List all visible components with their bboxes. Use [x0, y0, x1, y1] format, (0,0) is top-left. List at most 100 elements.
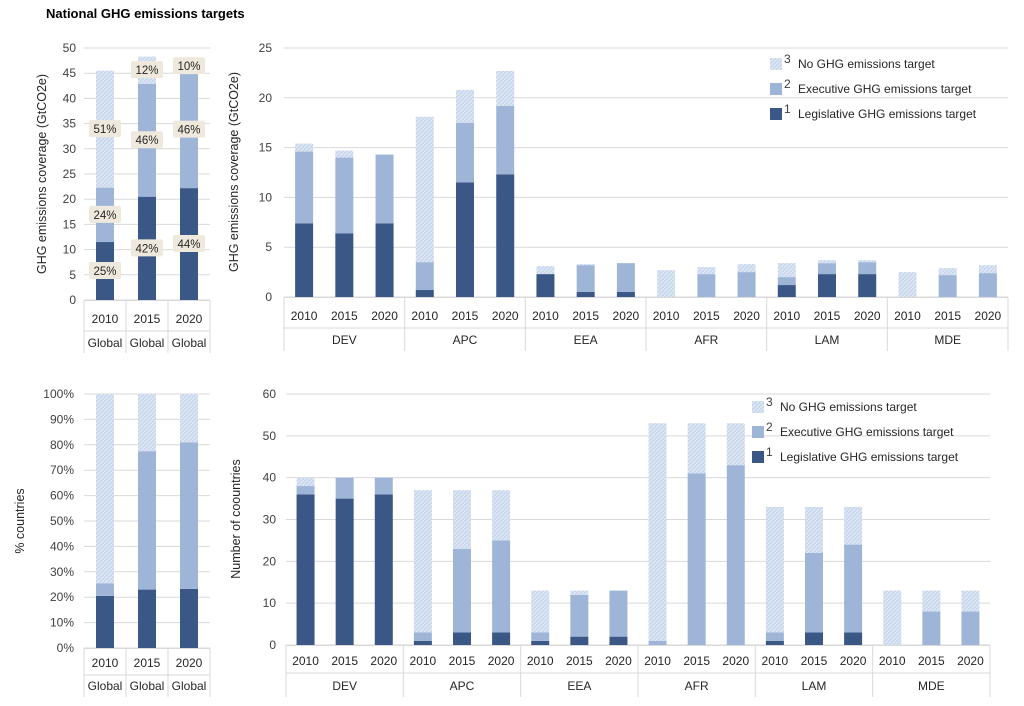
- share-label: 44%: [177, 239, 200, 251]
- bar-legislative: [805, 632, 823, 645]
- bar-none: [456, 89, 474, 123]
- group-label: Global: [88, 336, 123, 350]
- x-tick-label: 2020: [488, 654, 515, 668]
- x-tick-label: 2015: [566, 654, 593, 668]
- bar-none: [415, 116, 434, 263]
- bar-legislative: [374, 494, 393, 645]
- bar-none: [536, 266, 555, 275]
- bar-executive: [138, 451, 156, 590]
- bar-none: [858, 260, 877, 263]
- bar-legislative: [453, 632, 471, 645]
- bar-legislative: [777, 285, 796, 297]
- share-label: 24%: [93, 210, 116, 222]
- x-tick-label: 2010: [527, 654, 554, 668]
- bar-executive: [496, 105, 515, 175]
- bar-legislative: [765, 640, 784, 645]
- y-tick-label: 70%: [50, 463, 74, 477]
- y-tick-label: 90%: [50, 412, 74, 426]
- y-axis-label: GHG emissions coverage (GtCO2e): [35, 74, 49, 274]
- bar-executive: [295, 151, 314, 224]
- legend-swatch-none: [752, 401, 764, 413]
- bar-none: [938, 268, 957, 276]
- bar-executive: [180, 442, 198, 589]
- y-tick-label: 10: [259, 190, 273, 204]
- y-tick-label: 50%: [50, 514, 74, 528]
- x-tick-label: 2015: [331, 309, 358, 323]
- bar-none: [576, 264, 595, 266]
- share-label-box: [89, 205, 121, 223]
- x-tick-label: 2020: [370, 654, 397, 668]
- x-tick-label: 2020: [605, 654, 632, 668]
- bar-none: [96, 394, 114, 584]
- y-tick-label: 40: [263, 471, 277, 485]
- legend-number: 1: [784, 102, 791, 116]
- bar-legislative: [609, 636, 628, 645]
- bar-none: [726, 423, 745, 466]
- x-tick-label: 2015: [331, 654, 358, 668]
- bar-none: [805, 506, 823, 553]
- group-label: Global: [130, 679, 165, 693]
- bar-none: [765, 506, 784, 633]
- y-tick-label: 30: [263, 513, 277, 527]
- group-label: AFR: [685, 679, 709, 693]
- legend-label-legislative: Legislative GHG emissions target: [798, 107, 977, 121]
- x-tick-label: 2020: [854, 309, 881, 323]
- share-label: 46%: [135, 135, 158, 147]
- bar-none: [697, 267, 716, 275]
- bar-none: [570, 590, 589, 595]
- group-label: Global: [88, 679, 123, 693]
- bar-executive: [335, 157, 354, 234]
- y-tick-label: 80%: [50, 438, 74, 452]
- y-tick-label: 60: [263, 387, 277, 401]
- bar-legislative: [492, 632, 511, 645]
- share-label-box: [131, 61, 163, 79]
- y-tick-label: 15: [63, 217, 77, 231]
- bar-none: [922, 590, 941, 612]
- bar-executive: [616, 263, 635, 293]
- x-tick-label: 2010: [410, 654, 437, 668]
- y-tick-label: 0%: [57, 641, 75, 655]
- bar-executive: [570, 594, 589, 637]
- x-tick-label: 2010: [894, 309, 921, 323]
- x-tick-label: 2015: [452, 309, 479, 323]
- bar-executive: [415, 262, 434, 291]
- bar-executive: [648, 640, 667, 645]
- bar-legislative: [456, 182, 474, 297]
- bar-executive: [96, 583, 114, 596]
- y-tick-label: 0: [69, 293, 76, 307]
- regional-emissions-chart: 0 5 10 15 20 25 GHG emissions coverage (GtCO2e…: [227, 41, 1009, 351]
- bar-executive: [805, 552, 823, 633]
- bar-none: [335, 150, 354, 158]
- bar-legislative: [413, 640, 432, 645]
- bar-none: [413, 490, 432, 633]
- bar-legislative: [335, 498, 354, 645]
- y-tick-label: 40: [63, 91, 77, 105]
- share-label: 10%: [177, 61, 200, 73]
- x-tick-label: 2015: [934, 309, 961, 323]
- group-label: EEA: [574, 333, 598, 347]
- bar-executive: [858, 262, 877, 275]
- x-tick-label: 2015: [683, 654, 710, 668]
- group-label: Global: [172, 336, 207, 350]
- x-tick-label: 2015: [449, 654, 476, 668]
- share-label: 25%: [93, 266, 116, 278]
- x-tick-label: 2010: [92, 312, 119, 326]
- group-label: MDE: [934, 333, 961, 347]
- x-tick-label: 2020: [176, 312, 203, 326]
- bar-executive: [844, 544, 863, 633]
- bar-legislative: [536, 274, 555, 297]
- bar-none: [737, 264, 756, 273]
- bar-executive: [777, 277, 796, 286]
- y-tick-label: 60%: [50, 489, 74, 503]
- y-tick-label: 25: [259, 41, 273, 55]
- share-label: 51%: [93, 124, 116, 136]
- y-axis-label: Number of coountries: [229, 459, 243, 579]
- bar-legislative: [375, 223, 394, 297]
- y-tick-label: 10: [263, 596, 277, 610]
- bar-legislative: [496, 174, 515, 297]
- legend-swatch-legislative: [770, 108, 782, 120]
- group-label: AFR: [694, 333, 718, 347]
- y-tick-label: 40%: [50, 539, 74, 553]
- group-label: EEA: [567, 679, 591, 693]
